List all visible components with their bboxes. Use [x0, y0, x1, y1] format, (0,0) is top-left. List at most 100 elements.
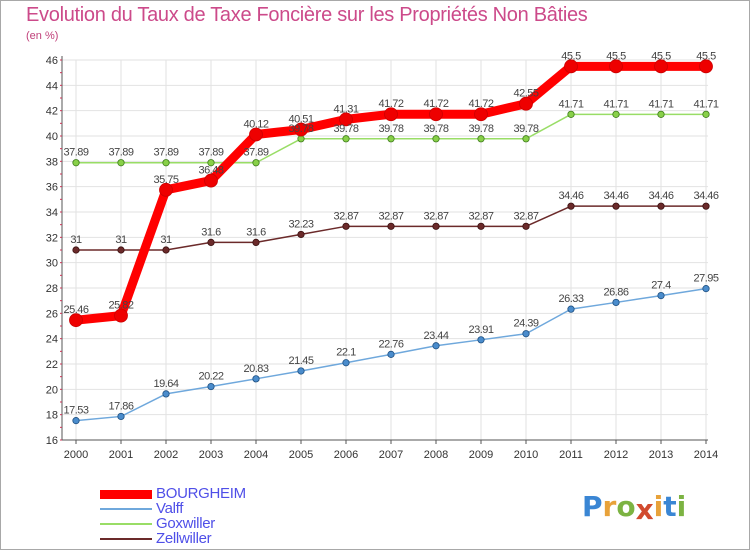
data-label-bourgheim: 45.5: [561, 50, 581, 62]
proxiti-logo: Proxiti: [582, 490, 687, 526]
data-label-valff: 27.4: [651, 280, 671, 292]
data-label-goxwiller: 39.78: [468, 123, 493, 135]
data-label-goxwiller: 41.71: [603, 98, 628, 110]
x-tick-label: 2006: [334, 449, 358, 461]
data-point-goxwiller: [252, 159, 260, 167]
data-point-zellwiller: [72, 246, 80, 254]
data-point-bourgheim: [384, 107, 398, 122]
data-point-zellwiller: [657, 202, 665, 210]
data-point-valff: [477, 336, 485, 344]
data-point-zellwiller: [612, 202, 620, 210]
data-label-zellwiller: 34.46: [648, 190, 673, 202]
legend-label: BOURGHEIM: [156, 485, 246, 502]
x-tick-label: 2004: [244, 449, 268, 461]
data-label-zellwiller: 32.87: [423, 210, 448, 222]
data-point-zellwiller: [117, 246, 125, 254]
data-label-valff: 22.76: [378, 338, 403, 350]
data-point-bourgheim: [114, 308, 128, 323]
x-tick-label: 2003: [199, 449, 223, 461]
data-label-goxwiller: 39.78: [333, 123, 358, 135]
legend-swatch: [100, 508, 152, 510]
x-tick-label: 2013: [649, 449, 673, 461]
data-label-valff: 19.64: [153, 378, 178, 390]
data-label-valff: 26.86: [603, 286, 628, 298]
data-label-goxwiller: 39.78: [513, 123, 538, 135]
data-label-bourgheim: 41.31: [333, 103, 358, 115]
data-label-valff: 23.44: [423, 330, 448, 342]
data-point-bourgheim: [159, 182, 173, 197]
data-point-bourgheim: [474, 107, 488, 122]
data-point-goxwiller: [387, 135, 395, 143]
data-label-valff: 21.45: [288, 355, 313, 367]
data-label-zellwiller: 31: [70, 234, 82, 246]
data-label-bourgheim: 45.5: [696, 50, 716, 62]
data-label-valff: 26.33: [558, 293, 583, 305]
data-label-bourgheim: 25.82: [108, 300, 133, 312]
x-tick-label: 2005: [289, 449, 313, 461]
data-label-bourgheim: 35.75: [153, 174, 178, 186]
data-label-goxwiller: 37.89: [153, 147, 178, 159]
data-point-valff: [522, 330, 530, 338]
data-label-zellwiller: 32.87: [468, 210, 493, 222]
data-label-zellwiller: 31: [115, 234, 127, 246]
legend-swatch: [100, 538, 152, 540]
x-tick-label: 2009: [469, 449, 493, 461]
legend-label: Zellwiller: [156, 530, 212, 547]
y-tick-label: 44: [46, 80, 58, 92]
x-tick-label: 2014: [694, 449, 718, 461]
y-tick-label: 24: [46, 334, 58, 346]
y-tick-label: 36: [46, 182, 58, 194]
y-tick-label: 18: [46, 410, 58, 422]
x-tick-label: 2001: [109, 449, 133, 461]
data-point-goxwiller: [657, 110, 665, 118]
y-axis-unit-label: (en %): [26, 30, 59, 42]
y-tick-label: 40: [46, 131, 58, 143]
data-label-valff: 17.53: [63, 405, 88, 417]
data-point-bourgheim: [249, 127, 263, 142]
data-point-valff: [612, 298, 620, 307]
data-point-goxwiller: [477, 135, 485, 143]
data-point-valff: [432, 342, 440, 350]
data-label-valff: 27.95: [693, 273, 718, 285]
data-label-zellwiller: 34.46: [603, 190, 628, 202]
data-point-zellwiller: [297, 230, 305, 239]
data-point-valff: [162, 390, 170, 398]
data-label-goxwiller: 39.78: [288, 123, 313, 135]
data-label-zellwiller: 31.6: [246, 226, 266, 238]
data-label-valff: 20.83: [243, 363, 268, 375]
data-point-bourgheim: [204, 173, 218, 188]
data-label-bourgheim: 41.72: [378, 98, 403, 110]
data-point-zellwiller: [567, 202, 575, 210]
data-point-goxwiller: [72, 159, 80, 167]
data-label-goxwiller: 41.71: [693, 98, 718, 110]
legend-swatch: [100, 489, 152, 499]
y-tick-label: 28: [46, 283, 58, 295]
data-point-goxwiller: [117, 159, 125, 167]
data-label-goxwiller: 41.71: [648, 98, 673, 110]
x-tick-label: 2012: [604, 449, 628, 461]
data-label-zellwiller: 34.46: [558, 190, 583, 202]
data-label-goxwiller: 39.78: [423, 123, 448, 135]
y-tick-label: 22: [46, 359, 58, 371]
data-label-valff: 24.39: [513, 318, 538, 330]
y-tick-label: 42: [46, 106, 58, 118]
data-point-valff: [72, 417, 80, 425]
data-point-valff: [567, 305, 575, 313]
y-tick-label: 16: [46, 435, 58, 447]
data-point-bourgheim: [294, 122, 308, 137]
y-tick-label: 26: [46, 308, 58, 320]
data-point-zellwiller: [387, 222, 395, 230]
data-point-valff: [387, 350, 395, 358]
data-label-zellwiller: 32.87: [378, 210, 403, 222]
y-tick-label: 32: [46, 232, 58, 244]
data-label-goxwiller: 39.78: [378, 123, 403, 135]
data-point-zellwiller: [702, 202, 710, 210]
x-tick-label: 2007: [379, 449, 403, 461]
data-point-valff: [702, 285, 710, 293]
data-point-bourgheim: [654, 59, 668, 74]
data-point-zellwiller: [207, 238, 215, 246]
data-point-bourgheim: [519, 96, 533, 111]
data-point-goxwiller: [162, 159, 170, 167]
